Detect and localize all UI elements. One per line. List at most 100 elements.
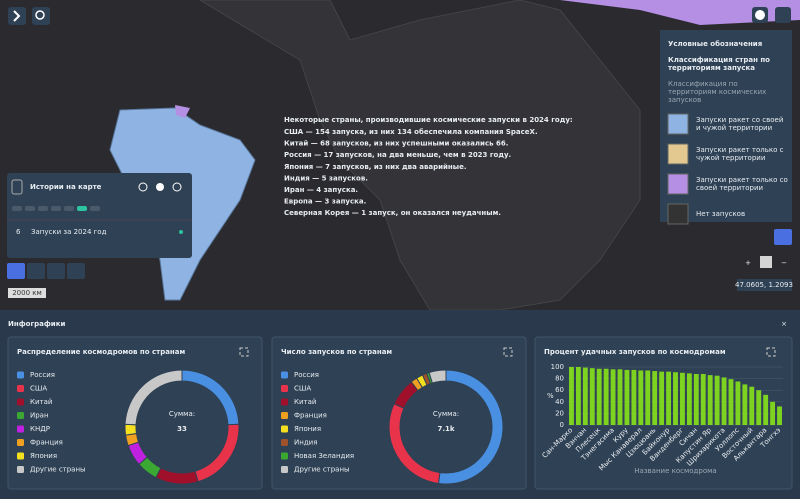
legend-swatch bbox=[17, 439, 24, 446]
scale: 2000 км bbox=[12, 289, 42, 297]
legend-subtitle: Классификация стран по территориям запуск… bbox=[668, 56, 770, 72]
legend-label: Китай bbox=[30, 398, 52, 406]
bar bbox=[582, 367, 588, 425]
legend-swatch bbox=[667, 113, 689, 135]
card-title: Процент удачных запусков по космодромам bbox=[544, 348, 726, 356]
legend-swatch bbox=[17, 371, 24, 379]
chart-button[interactable] bbox=[7, 263, 25, 279]
legend-caption: Классификация по территориям космических з… bbox=[668, 80, 766, 104]
icon bbox=[35, 10, 45, 20]
bar bbox=[645, 370, 651, 425]
bar bbox=[596, 368, 602, 425]
next-button[interactable] bbox=[172, 182, 182, 192]
expand-button[interactable] bbox=[766, 347, 776, 357]
bar bbox=[686, 373, 692, 425]
zoom-out[interactable]: − bbox=[781, 259, 787, 267]
bar bbox=[714, 375, 720, 425]
bar bbox=[569, 367, 574, 425]
y-tick-label: 0 bbox=[560, 421, 564, 429]
expand-button[interactable] bbox=[239, 347, 249, 357]
home-button[interactable] bbox=[760, 256, 772, 268]
stories-panel bbox=[7, 173, 192, 258]
coords-box bbox=[737, 279, 792, 291]
bar bbox=[659, 371, 665, 425]
play-button[interactable] bbox=[156, 183, 164, 191]
menu-button[interactable] bbox=[8, 7, 26, 25]
legend-swatch bbox=[667, 173, 689, 195]
overlay-line: Северная Корея — 1 запуск, он оказался н… bbox=[284, 209, 501, 217]
legend-swatch bbox=[281, 466, 288, 473]
close-button[interactable]: × bbox=[781, 320, 787, 328]
legend-label: Япония bbox=[294, 425, 321, 433]
overlay-title: Некоторые страны, производившие космичес… bbox=[284, 116, 573, 124]
center-label: Сумма: bbox=[433, 410, 459, 418]
legend-label: Запуски ракет со своей и чужой территории bbox=[696, 116, 783, 132]
legend-label: Нет запусков bbox=[696, 210, 745, 218]
legend-label: Россия bbox=[30, 371, 55, 379]
overlay-line: Европа — 3 запуска. bbox=[284, 198, 366, 206]
collapse-button[interactable] bbox=[11, 179, 23, 195]
card-title: Распределение космодромов по странам bbox=[17, 348, 185, 356]
expand-button[interactable] bbox=[503, 347, 513, 357]
legend-label: КНДР bbox=[30, 425, 50, 433]
bar bbox=[631, 369, 637, 425]
progress bbox=[12, 206, 100, 211]
prev-button[interactable] bbox=[138, 182, 148, 192]
bar bbox=[610, 369, 616, 425]
bar bbox=[680, 372, 685, 425]
story-item[interactable]: Запуски за 2024 год bbox=[31, 228, 107, 236]
y-tick-label: 60 bbox=[555, 386, 564, 394]
legend-label: Индия bbox=[294, 439, 317, 447]
bar bbox=[624, 369, 630, 425]
stories-title: Истории на карте bbox=[30, 183, 102, 191]
fullscreen-button[interactable] bbox=[775, 7, 791, 23]
center-value: 7.1k bbox=[437, 425, 454, 433]
legend-label: Китай bbox=[294, 398, 316, 406]
icon bbox=[755, 10, 765, 20]
panel-title: Инфографики bbox=[8, 320, 65, 328]
overlay-line: Иран — 4 запуска. bbox=[284, 186, 358, 194]
bar bbox=[617, 369, 623, 425]
bar bbox=[603, 368, 609, 425]
overlay-line: Индия — 5 запусков. bbox=[284, 174, 368, 182]
region bbox=[175, 105, 190, 118]
legend-swatch bbox=[281, 452, 288, 460]
legend-swatch bbox=[17, 412, 24, 419]
legend-label: Иран bbox=[30, 412, 49, 420]
download-button[interactable] bbox=[67, 263, 85, 279]
legend-swatch bbox=[281, 385, 288, 392]
bar bbox=[693, 373, 699, 425]
legend-swatch bbox=[17, 385, 24, 392]
donut-segment bbox=[124, 369, 183, 426]
scale-bar bbox=[8, 288, 46, 298]
bar bbox=[700, 373, 706, 425]
legend-swatch bbox=[667, 203, 689, 225]
legend-label: Япония bbox=[30, 452, 57, 460]
legend-label: Франция bbox=[294, 412, 327, 420]
legend-label: Другие страны bbox=[294, 466, 350, 474]
donut-segment bbox=[428, 369, 447, 384]
legend-swatch bbox=[281, 398, 288, 406]
bookmark-button[interactable] bbox=[27, 263, 45, 279]
legend-label: Запуски ракет только со своей территории bbox=[696, 176, 788, 192]
y-tick-label: 100 bbox=[551, 363, 564, 371]
legend-swatch bbox=[281, 425, 288, 433]
legend-label: США bbox=[294, 385, 311, 393]
legend-swatch bbox=[17, 398, 24, 406]
legend-label: Франция bbox=[30, 439, 63, 447]
bar bbox=[589, 368, 595, 425]
bar bbox=[673, 372, 678, 425]
overlay-line: США — 154 запуска, из них 134 обеспечила… bbox=[284, 128, 538, 136]
bar bbox=[666, 371, 671, 425]
x-axis-label: Название космодрома bbox=[634, 467, 716, 475]
zoom-in[interactable]: + bbox=[745, 259, 751, 267]
list-button[interactable] bbox=[774, 229, 792, 245]
bar bbox=[756, 390, 762, 425]
overlay-line: Япония — 7 запусков, из них два аварийны… bbox=[284, 163, 467, 171]
y-tick-label: 20 bbox=[555, 409, 564, 417]
legend-label: Запуски ракет только с чужой территории bbox=[696, 146, 784, 162]
icon bbox=[13, 10, 21, 22]
map-button[interactable] bbox=[47, 263, 65, 279]
legend-label: Новая Зеландия bbox=[294, 452, 354, 460]
search-button[interactable] bbox=[32, 7, 50, 25]
